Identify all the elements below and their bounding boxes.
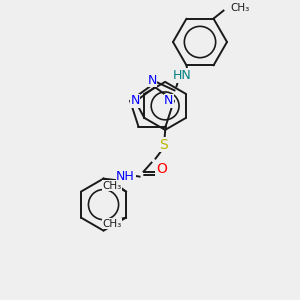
Text: CH₃: CH₃	[230, 3, 250, 13]
Text: NH: NH	[116, 170, 135, 183]
Text: HN: HN	[173, 69, 192, 82]
Text: N: N	[130, 94, 140, 107]
Text: CH₃: CH₃	[102, 219, 122, 229]
Text: S: S	[159, 138, 168, 152]
Text: CH₃: CH₃	[102, 181, 122, 190]
Text: N: N	[147, 74, 157, 86]
Text: O: O	[156, 162, 167, 176]
Text: N: N	[164, 94, 174, 107]
